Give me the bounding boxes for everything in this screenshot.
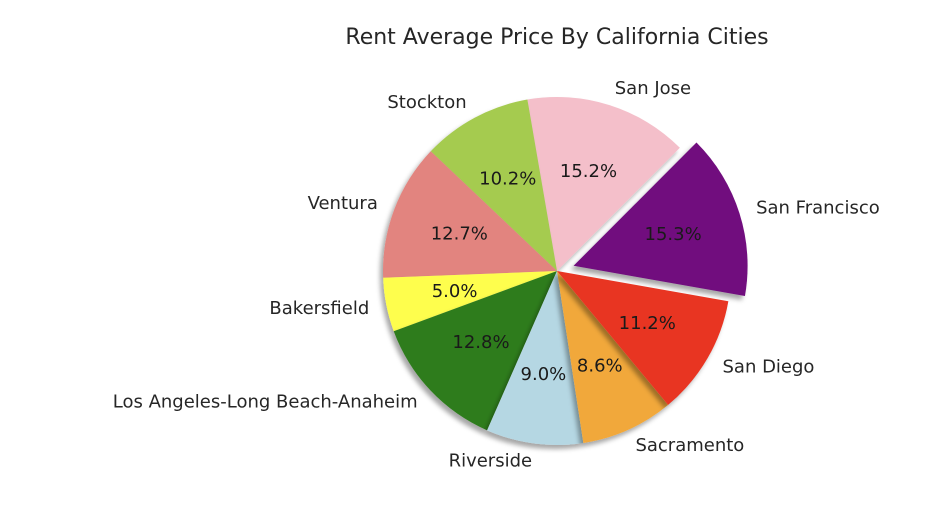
percent-label-san-jose: 15.2% — [560, 161, 617, 182]
percent-label-riverside: 9.0% — [521, 364, 567, 385]
slice-labels-layer: San Francisco San Jose Stockton Ventura Bake… — [113, 78, 880, 471]
pie-slice-san-francisco — [573, 142, 748, 296]
percent-label-san-francisco: 15.3% — [645, 224, 702, 245]
slices-layer — [383, 96, 748, 445]
slice-label-riverside: Riverside — [449, 450, 533, 471]
slice-label-stockton: Stockton — [387, 92, 466, 113]
pie-slice-sacramento — [557, 271, 669, 443]
pie-slice-san-jose — [527, 96, 680, 271]
slice-label-ventura: Ventura — [308, 193, 378, 214]
pie-slice-san-diego — [557, 271, 729, 405]
slice-label-san-francisco: San Francisco — [756, 198, 880, 219]
percent-label-bakersfield: 5.0% — [432, 281, 478, 302]
pie-slice-bakersfield — [383, 271, 557, 332]
slice-label-sacramento: Sacramento — [635, 435, 744, 456]
pie-slice-stockton — [430, 99, 557, 271]
percent-label-los-angeles-long-beach-anaheim: 12.8% — [452, 332, 509, 353]
slice-label-san-diego: San Diego — [722, 357, 814, 378]
slice-label-los-angeles-long-beach-anaheim: Los Angeles-Long Beach-Anaheim — [113, 392, 418, 413]
slice-label-san-jose: San Jose — [615, 78, 691, 99]
percent-label-stockton: 10.2% — [479, 168, 536, 189]
pie-slice-riverside — [487, 271, 584, 445]
percent-labels-layer: 15.3% 15.2% 10.2% 12.7% 5.0% 12.8% 9.0% 8.6% 11.… — [431, 161, 702, 385]
slice-label-bakersfield: Bakersfield — [269, 298, 369, 319]
percent-label-san-diego: 11.2% — [619, 313, 676, 334]
pie-slice-los-angeles-long-beach-anaheim — [393, 271, 557, 431]
chart-title: Rent Average Price By California Cities — [345, 25, 768, 50]
pie-slice-ventura — [383, 151, 557, 278]
percent-label-ventura: 12.7% — [431, 224, 488, 245]
percent-label-sacramento: 8.6% — [577, 356, 623, 377]
